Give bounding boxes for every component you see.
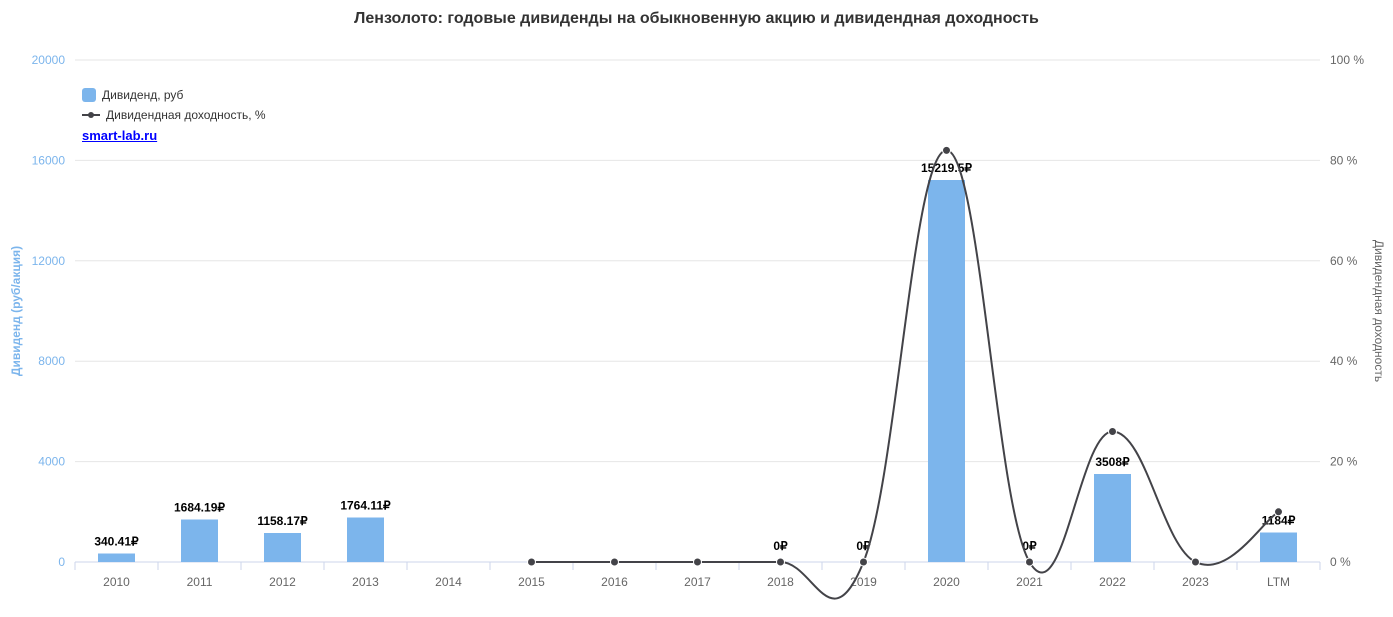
yield-marker[interactable] [943,146,951,154]
x-tick-label: 2013 [352,575,379,589]
yield-line[interactable] [532,150,1279,598]
bar[interactable] [1260,532,1297,562]
yield-marker[interactable] [777,558,785,566]
y2-tick-label: 40 % [1330,354,1358,368]
y1-tick-label: 12000 [32,254,66,268]
x-tick-label: 2012 [269,575,296,589]
dividend-chart: Лензолото: годовые дивиденды на обыкнове… [0,0,1393,617]
x-tick-label: LTM [1267,575,1290,589]
legend-label: Дивидендная доходность, % [106,108,266,122]
legend-item-yield[interactable]: Дивидендная доходность, % [82,106,266,124]
bar[interactable] [98,553,135,562]
y2-tick-label: 80 % [1330,153,1358,167]
x-tick-label: 2023 [1182,575,1209,589]
bar[interactable] [1094,474,1131,562]
y1-tick-label: 0 [58,555,65,569]
y2-tick-label: 0 % [1330,555,1351,569]
x-tick-label: 2020 [933,575,960,589]
bar[interactable] [264,533,301,562]
y1-tick-label: 16000 [32,153,66,167]
x-tick-label: 2021 [1016,575,1043,589]
bar-value-label: 15219.5₽ [921,161,972,175]
legend-label: Дивиденд, руб [102,88,183,102]
y2-tick-label: 20 % [1330,455,1358,469]
legend-swatch-bar [82,88,96,102]
y2-axis-title: Дивидендная доходность [1372,240,1386,382]
chart-legend: Дивиденд, руб Дивидендная доходность, % … [82,86,266,143]
x-tick-label: 2018 [767,575,794,589]
x-tick-label: 2010 [103,575,130,589]
yield-marker[interactable] [860,558,868,566]
legend-swatch-line [82,114,100,116]
y1-axis-title: Дивиденд (руб/акция) [9,246,23,376]
yield-marker[interactable] [528,558,536,566]
yield-marker[interactable] [1192,558,1200,566]
legend-swatch-dot [88,112,94,118]
bar-value-label: 1684.19₽ [174,501,225,515]
x-tick-label: 2016 [601,575,628,589]
yield-marker[interactable] [1109,427,1117,435]
yield-marker[interactable] [1275,508,1283,516]
x-tick-label: 2015 [518,575,545,589]
x-tick-label: 2011 [187,575,213,589]
y2-tick-label: 60 % [1330,254,1358,268]
y1-tick-label: 8000 [38,354,65,368]
x-tick-label: 2014 [435,575,462,589]
watermark-link[interactable]: smart-lab.ru [82,128,266,143]
x-tick-label: 2017 [684,575,711,589]
bar-value-label: 340.41₽ [94,534,139,548]
bar-value-label: 0₽ [773,539,788,553]
y1-tick-label: 4000 [38,455,65,469]
y1-tick-label: 20000 [32,53,66,67]
bar-value-label: 1764.11₽ [340,499,391,513]
bar[interactable] [347,518,384,562]
bar-value-label: 1158.17₽ [257,514,308,528]
legend-item-dividend[interactable]: Дивиденд, руб [82,86,266,104]
yield-marker[interactable] [694,558,702,566]
bar-value-label: 3508₽ [1095,455,1130,469]
yield-marker[interactable] [611,558,619,566]
x-tick-label: 2022 [1099,575,1126,589]
y2-tick-label: 100 % [1330,53,1364,67]
yield-marker[interactable] [1026,558,1034,566]
bar[interactable] [181,520,218,562]
bar[interactable] [928,180,965,562]
